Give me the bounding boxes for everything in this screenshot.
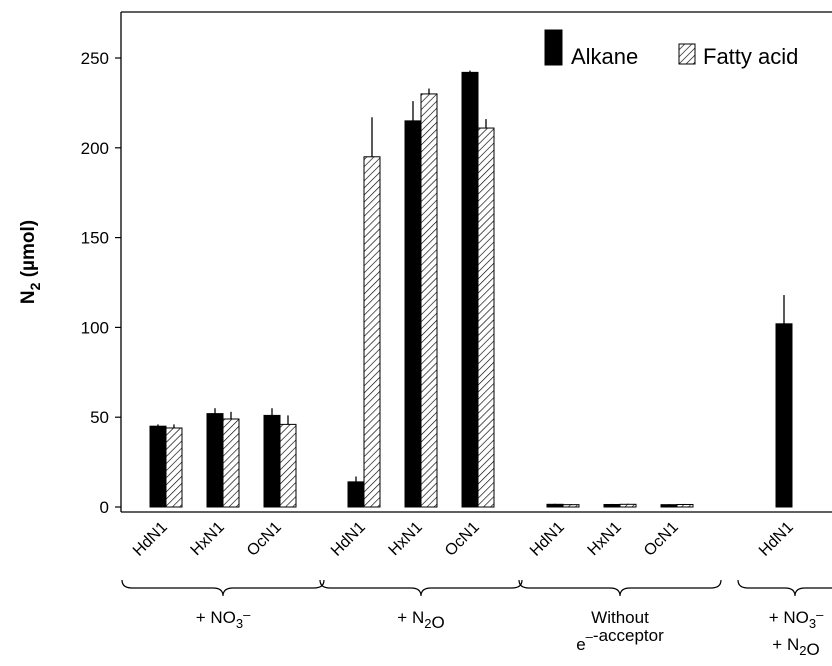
y-tick-label: 50	[90, 408, 109, 427]
category-label: HdN1	[328, 519, 369, 560]
bar-alkane	[603, 503, 621, 508]
legend-label-alkane: Alkane	[571, 44, 638, 69]
group-label-line2: e–-acceptor	[576, 626, 664, 654]
bar-fatty-acid	[222, 418, 240, 508]
y-axis-label-unit: (µmol)	[18, 220, 39, 283]
category-label: OcN1	[442, 519, 483, 560]
group-label-part: –	[243, 607, 251, 622]
bar-alkane	[206, 413, 224, 508]
group-label-part: –	[816, 607, 824, 622]
group-label-part: + NO	[196, 608, 236, 627]
bar-alkane	[404, 120, 422, 508]
group-label-part: 3	[809, 616, 816, 631]
group-brace	[319, 579, 523, 597]
group-label: + NO3–	[196, 607, 251, 631]
category-label: HxN1	[188, 519, 228, 559]
group-brace	[737, 579, 832, 597]
category-label: OcN1	[641, 519, 682, 560]
bar-fatty-acid	[165, 427, 183, 508]
group-label-line2-part: –	[586, 629, 594, 644]
legend-swatch-alkane	[544, 29, 563, 66]
group-label-part: Without	[591, 608, 649, 627]
bar-fatty-acid	[279, 423, 297, 508]
y-tick-label: 250	[81, 49, 109, 68]
bar-alkane	[149, 425, 167, 508]
y-axis-label-main: N	[18, 290, 39, 304]
group-label-line2-part: -acceptor	[593, 626, 664, 645]
y-tick-label: 100	[81, 318, 109, 337]
group-label-part: O	[431, 613, 444, 632]
bar-alkane	[263, 414, 281, 508]
legend-swatch-fatty-acid	[678, 43, 696, 65]
bar-alkane	[546, 503, 564, 508]
bar-alkane	[775, 323, 793, 508]
bar-alkane	[347, 481, 365, 508]
bar-fatty-acid	[676, 503, 694, 508]
y-tick-label: 150	[81, 229, 109, 248]
group-label-line2-part: + N	[772, 635, 799, 654]
category-label: OcN1	[244, 519, 285, 560]
group-label-part: 3	[236, 616, 243, 631]
category-label: HdN1	[756, 519, 797, 560]
bar-fatty-acid	[363, 156, 381, 508]
bars-layer	[149, 70, 793, 508]
group-label-line2-part: e	[576, 635, 585, 654]
y-axis-label-sub: 2	[27, 282, 43, 290]
group-label-line2-part: 2	[799, 643, 806, 658]
bar-fatty-acid	[477, 127, 495, 508]
group-brace	[121, 579, 325, 597]
group-label: Without	[591, 608, 649, 627]
category-label: HxN1	[386, 519, 426, 559]
bar-alkane	[660, 504, 678, 508]
y-tick-label: 0	[100, 498, 109, 517]
group-label-line2: + N2O	[772, 635, 819, 659]
group-label-part: 2	[424, 616, 431, 631]
group-brace	[518, 579, 722, 597]
group-label-part: + NO	[769, 608, 809, 627]
y-tick-label: 200	[81, 139, 109, 158]
bar-fatty-acid	[562, 504, 580, 508]
legend: Alkane Fatty acid	[544, 29, 798, 69]
group-label: + N2O	[397, 608, 444, 632]
group-label: + NO3–	[769, 607, 824, 631]
category-label: HdN1	[130, 519, 171, 560]
axes: 0 50 100 150 200 250 N2 (µmol)	[18, 11, 832, 517]
group-label-part: + N	[397, 608, 424, 627]
bar-fatty-acid	[420, 93, 438, 508]
category-label: HxN1	[585, 519, 625, 559]
bar-fatty-acid	[619, 503, 637, 508]
y-axis-label: N2 (µmol)	[18, 220, 43, 304]
group-label-line2-part: O	[806, 640, 819, 659]
legend-label-fatty-acid: Fatty acid	[703, 44, 798, 69]
category-label: HdN1	[527, 519, 568, 560]
bar-alkane	[461, 71, 479, 508]
